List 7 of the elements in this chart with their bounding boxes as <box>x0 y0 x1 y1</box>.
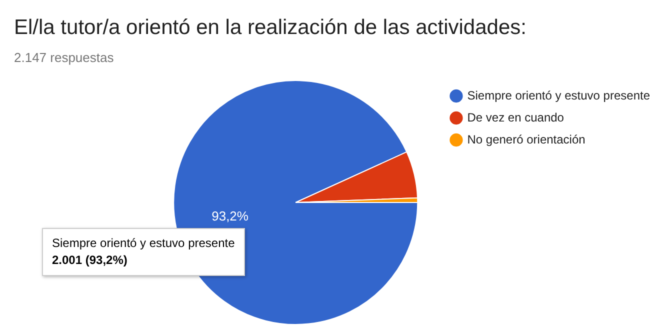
chart-title: El/la tutor/a orientó en la realización de las actividades: <box>14 16 526 40</box>
text: 2.147 respuestas <box>14 50 114 65</box>
data-label: 93,2% <box>212 208 249 224</box>
legend-label: Siempre orientó y estuvo presente <box>467 88 650 102</box>
text: Siempre orientó y estuvo presente 2.001 (93,2%) <box>52 236 235 267</box>
legend-label: No generó orientación <box>467 132 586 146</box>
legend-label: De vez en cuando <box>467 110 564 124</box>
